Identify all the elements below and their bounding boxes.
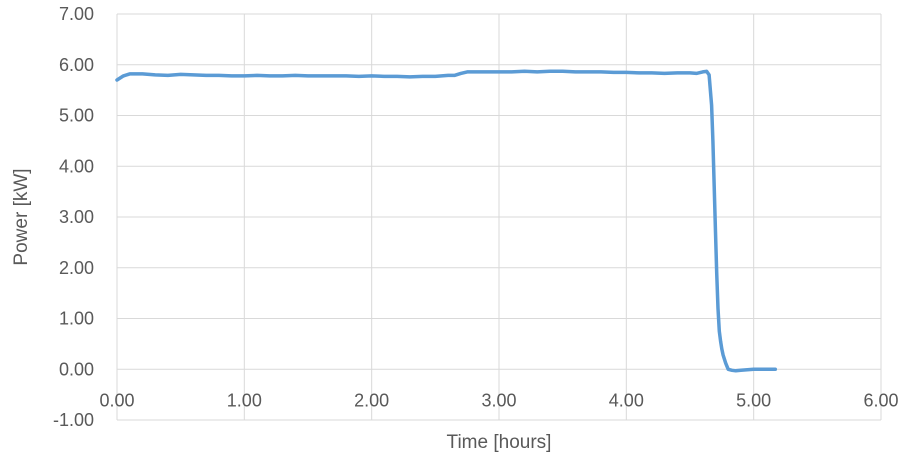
y-tick-label: 7.00 — [59, 4, 94, 24]
y-tick-label: 0.00 — [59, 359, 94, 379]
x-axis-title: Time [hours] — [447, 432, 552, 453]
x-tick-label: 3.00 — [481, 390, 516, 410]
y-tick-label: 4.00 — [59, 156, 94, 176]
x-tick-label: 1.00 — [227, 390, 262, 410]
y-tick-label: 5.00 — [59, 106, 94, 126]
series-line — [115, 69, 778, 373]
x-tick-label: 4.00 — [609, 390, 644, 410]
x-tick-labels: 0.00 1.00 2.00 3.00 4.00 5.00 6.00 — [99, 390, 898, 410]
y-tick-labels: -1.00 0.00 1.00 2.00 3.00 4.00 5.00 6.00 7.00 — [53, 4, 94, 430]
x-tick-label: 2.00 — [354, 390, 389, 410]
x-tick-label: 0.00 — [99, 390, 134, 410]
x-tick-label: 6.00 — [863, 390, 898, 410]
y-axis-title: Power [kW] — [11, 168, 32, 265]
x-tick-label: 5.00 — [736, 390, 771, 410]
series-layer — [115, 69, 778, 373]
grid-lines — [116, 13, 882, 421]
y-tick-label: 6.00 — [59, 55, 94, 75]
y-tick-label: 1.00 — [59, 309, 94, 329]
y-tick-label: 3.00 — [59, 207, 94, 227]
y-tick-label: -1.00 — [53, 410, 94, 430]
y-tick-label: 2.00 — [59, 258, 94, 278]
